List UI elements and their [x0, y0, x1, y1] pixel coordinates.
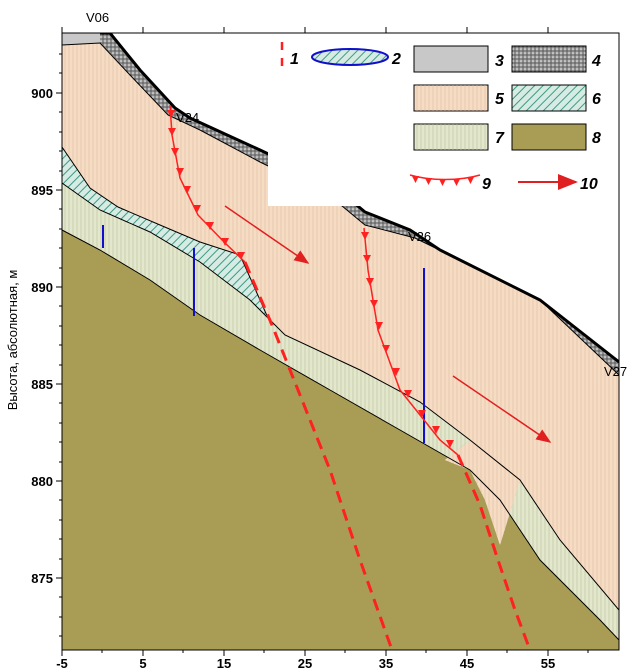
x-tick-label: 5	[139, 656, 146, 671]
y-tick-label: 875	[31, 571, 53, 586]
well-label: V06	[86, 10, 109, 25]
x-axis	[61, 27, 589, 656]
legend-number-2: 2	[391, 51, 401, 68]
plot-frame	[61, 32, 620, 651]
y-axis	[56, 53, 62, 637]
y-tick-label: 880	[31, 474, 53, 489]
legend-number-9: 9	[482, 176, 491, 193]
y-tick-label: 890	[31, 280, 53, 295]
y-tick-label: 895	[31, 183, 53, 198]
legend-number-7: 7	[495, 130, 505, 147]
layer-8-bedrock	[62, 230, 619, 650]
x-tick-label: 35	[379, 656, 393, 671]
y-axis-title: Высота, абсолютная, м	[5, 270, 20, 411]
y-tick-label: 900	[31, 86, 53, 101]
x-tick-label: 15	[217, 656, 231, 671]
x-tick-label: 55	[541, 656, 555, 671]
legend-number-8: 8	[592, 130, 601, 147]
movement-arrow	[224, 205, 310, 264]
y-tick-label: 885	[31, 377, 53, 392]
legend-number-6: 6	[592, 91, 601, 108]
well-label: V26	[408, 229, 431, 244]
legend-number-5: 5	[495, 91, 505, 108]
fault-line	[243, 261, 394, 650]
layer-3-gray	[62, 33, 100, 45]
x-tick-label: 25	[298, 656, 312, 671]
x-tick-label: 45	[460, 656, 474, 671]
fault-line	[456, 454, 532, 650]
legend-number-1: 1	[290, 51, 299, 68]
well-label: V27	[604, 364, 627, 379]
sliding-triangles	[167, 110, 454, 448]
legend-number-3: 3	[495, 53, 504, 70]
well-label: V24	[176, 110, 199, 125]
sliding-surface	[363, 227, 459, 456]
legend-number-10: 10	[580, 176, 598, 193]
legend-number-4: 4	[591, 53, 601, 70]
layer-6-green-hatched	[62, 147, 285, 335]
x-tick-label: -5	[56, 656, 68, 671]
movement-arrow	[452, 375, 552, 443]
